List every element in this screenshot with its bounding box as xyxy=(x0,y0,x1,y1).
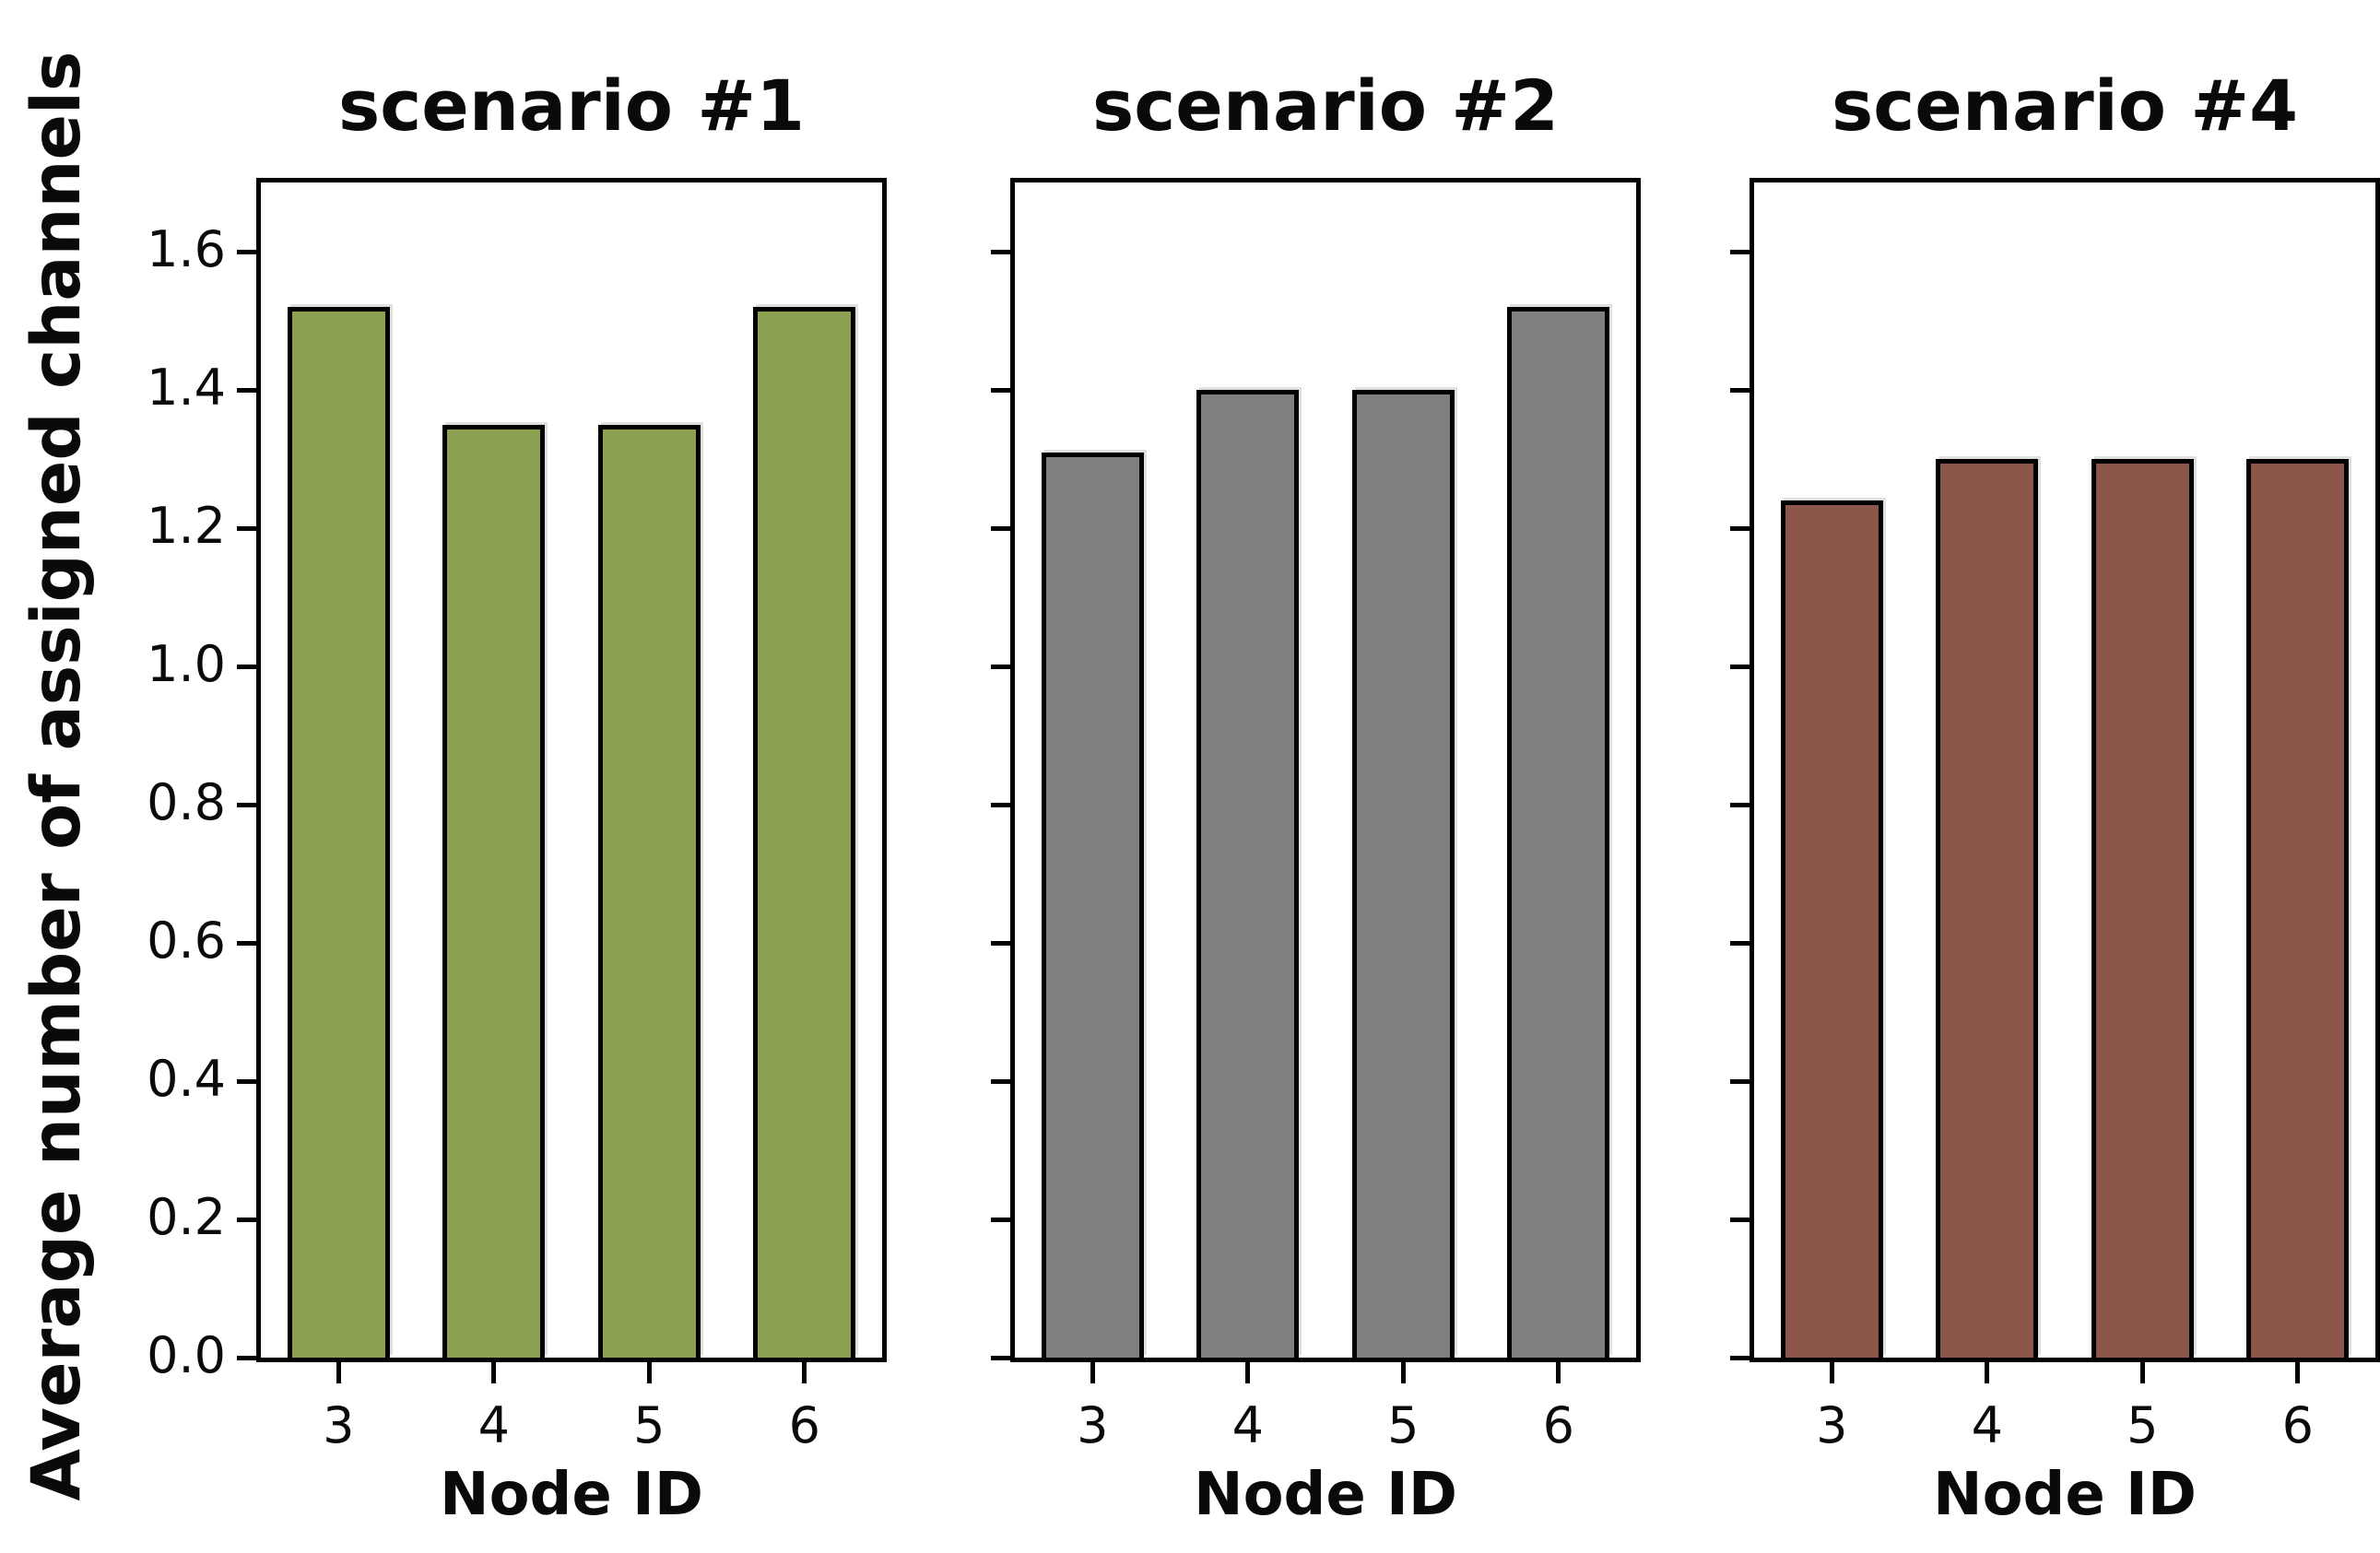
bar-node-3 xyxy=(1041,452,1144,1358)
bar-node-5 xyxy=(1351,390,1455,1358)
subplot-title: scenario #2 xyxy=(1092,65,1559,147)
y-tick xyxy=(991,1078,1010,1084)
x-axis-label: Node ID xyxy=(1194,1461,1457,1529)
bar-node-4 xyxy=(442,424,546,1358)
y-tick-label: 1.2 xyxy=(147,496,226,555)
y-tick xyxy=(1730,664,1750,669)
x-tick xyxy=(491,1362,497,1383)
subplot-scenario-4: scenario #4 Node ID 3 4 5 6 xyxy=(1730,65,2380,1529)
x-tick xyxy=(2295,1362,2301,1383)
subplot-scenario-1: scenario #1 Node ID 0.0 0.2 0.4 0.6 0.8 1.0 1.… xyxy=(147,65,887,1529)
y-tick xyxy=(237,664,256,669)
bar-node-3 xyxy=(1780,500,1883,1358)
x-tick xyxy=(1400,1362,1406,1383)
x-axis-label: Node ID xyxy=(1933,1461,2197,1529)
x-tick-label: 4 xyxy=(1231,1396,1264,1454)
y-tick xyxy=(991,249,1010,254)
y-tick-label: 0.6 xyxy=(147,911,226,970)
y-tick-label: 1.6 xyxy=(147,219,226,278)
x-tick-label: 6 xyxy=(1542,1396,1574,1454)
y-tick xyxy=(991,1355,1010,1360)
y-tick xyxy=(1730,1217,1750,1222)
y-axis-label: Average number of assigned channels xyxy=(18,51,96,1501)
bar-node-4 xyxy=(1196,390,1300,1358)
y-tick xyxy=(237,525,256,531)
x-tick-label: 3 xyxy=(1077,1396,1109,1454)
bar-node-3 xyxy=(287,307,390,1358)
bar-node-6 xyxy=(1507,307,1610,1358)
y-tick xyxy=(1730,1078,1750,1084)
x-tick-label: 5 xyxy=(633,1396,666,1454)
y-tick xyxy=(991,387,1010,393)
y-tick xyxy=(237,1078,256,1084)
subplot-scenario-2: scenario #2 Node ID 3 4 5 6 xyxy=(991,65,1641,1529)
x-tick xyxy=(1985,1362,1990,1383)
y-tick xyxy=(1730,1355,1750,1360)
x-tick-label: 6 xyxy=(2281,1396,2314,1454)
x-tick-label: 3 xyxy=(323,1396,355,1454)
y-tick xyxy=(237,1217,256,1222)
x-tick xyxy=(1090,1362,1095,1383)
y-tick xyxy=(991,664,1010,669)
y-tick xyxy=(991,1217,1010,1222)
x-tick xyxy=(2139,1362,2145,1383)
x-tick xyxy=(1245,1362,1251,1383)
y-tick xyxy=(237,1355,256,1360)
y-tick xyxy=(1730,940,1750,946)
y-tick xyxy=(237,249,256,254)
y-tick xyxy=(1730,525,1750,531)
y-tick xyxy=(1730,387,1750,393)
y-tick-label: 0.8 xyxy=(147,772,226,831)
x-tick-label: 3 xyxy=(1816,1396,1848,1454)
x-tick-label: 4 xyxy=(477,1396,510,1454)
y-tick xyxy=(991,525,1010,531)
bar-node-5 xyxy=(597,424,701,1358)
y-tick-label: 0.0 xyxy=(147,1325,226,1384)
y-tick xyxy=(991,802,1010,807)
x-tick-label: 6 xyxy=(788,1396,820,1454)
y-tick-label: 0.4 xyxy=(147,1049,226,1108)
bar-node-5 xyxy=(2091,459,2194,1358)
x-tick xyxy=(336,1362,341,1383)
subplot-title: scenario #4 xyxy=(1832,65,2298,147)
y-tick-label: 0.2 xyxy=(147,1187,226,1246)
y-tick xyxy=(1730,802,1750,807)
x-tick-label: 4 xyxy=(1971,1396,2003,1454)
x-tick xyxy=(1556,1362,1561,1383)
y-tick-label: 1.0 xyxy=(147,634,226,693)
subplot-title: scenario #1 xyxy=(338,65,805,147)
y-tick xyxy=(1730,249,1750,254)
x-tick xyxy=(646,1362,652,1383)
x-tick-label: 5 xyxy=(1387,1396,1420,1454)
bar-node-4 xyxy=(1936,459,2039,1358)
y-tick xyxy=(237,940,256,946)
x-tick xyxy=(802,1362,807,1383)
y-tick-label: 1.4 xyxy=(147,358,226,417)
y-tick xyxy=(237,387,256,393)
x-tick xyxy=(1829,1362,1834,1383)
y-tick xyxy=(991,940,1010,946)
x-tick-label: 5 xyxy=(2127,1396,2159,1454)
bar-node-6 xyxy=(2246,459,2350,1358)
y-tick xyxy=(237,802,256,807)
x-axis-label: Node ID xyxy=(440,1461,703,1529)
bar-node-6 xyxy=(753,307,856,1358)
